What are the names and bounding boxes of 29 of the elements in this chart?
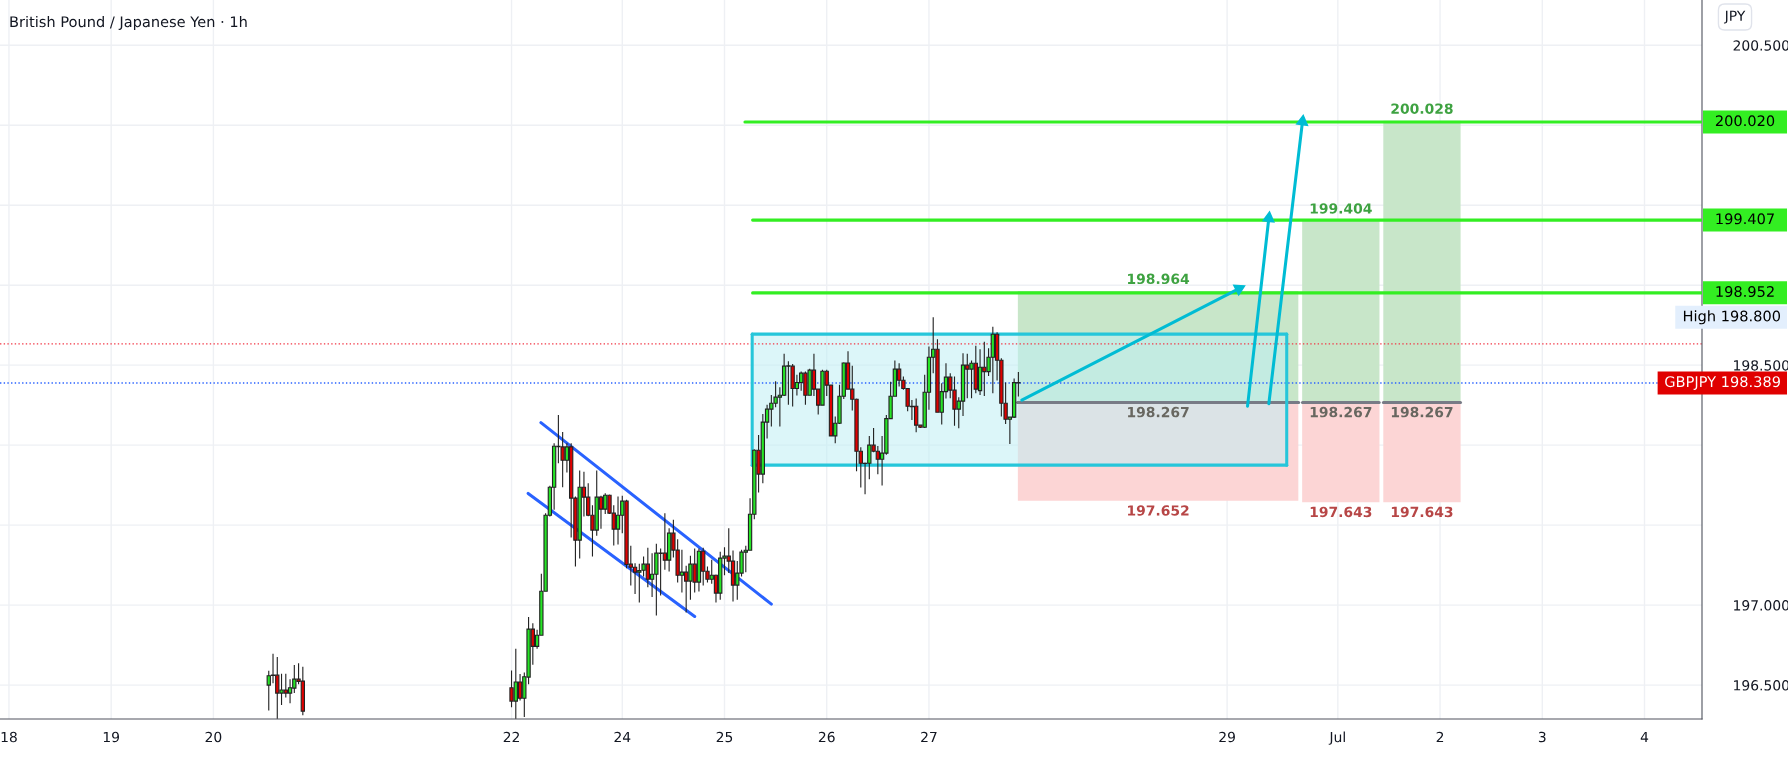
data-label: 198.952 xyxy=(1716,285,1774,298)
data-label: 200.020 xyxy=(1715,115,1775,127)
annotation: 199.404 xyxy=(1310,203,1372,214)
annotation: 197.652 xyxy=(1128,505,1189,516)
x-tick-label: 29 xyxy=(1219,731,1235,743)
x-tick-label: 24 xyxy=(614,731,631,743)
x-tick-label: 3 xyxy=(1538,731,1546,743)
x-tick-label: 18 xyxy=(1,731,17,743)
x-tick-label: 2 xyxy=(1436,731,1444,743)
annotation: 198.267 xyxy=(1310,406,1372,418)
x-tick-label: 25 xyxy=(716,731,733,743)
annotation: 197.643 xyxy=(1391,506,1453,518)
annotation: 198.267 xyxy=(1128,406,1189,418)
annotation: 197.643 xyxy=(1310,506,1372,518)
annotation: 198.267 xyxy=(1391,406,1453,418)
x-tick-label: 19 xyxy=(103,731,120,743)
x-tick-label: 20 xyxy=(205,731,222,743)
annotation: 200.028 xyxy=(1391,103,1453,114)
x-tick-label: 26 xyxy=(818,731,835,743)
annotation: 198.964 xyxy=(1128,273,1190,285)
ref-line-label: GBPJPY 198.389 xyxy=(1665,376,1780,390)
data-label: 199.407 xyxy=(1716,213,1774,225)
y-axis-title: JPY xyxy=(1723,10,1746,24)
x-tick-label: Jul xyxy=(1328,731,1345,745)
x-tick-label: 22 xyxy=(503,731,519,743)
x-tick-label: 27 xyxy=(921,731,937,743)
annotation: High 198.800 xyxy=(1683,310,1781,325)
text: British Pound / Japanese Yen · 1h xyxy=(10,15,247,31)
x-tick-label: 4 xyxy=(1640,731,1649,743)
